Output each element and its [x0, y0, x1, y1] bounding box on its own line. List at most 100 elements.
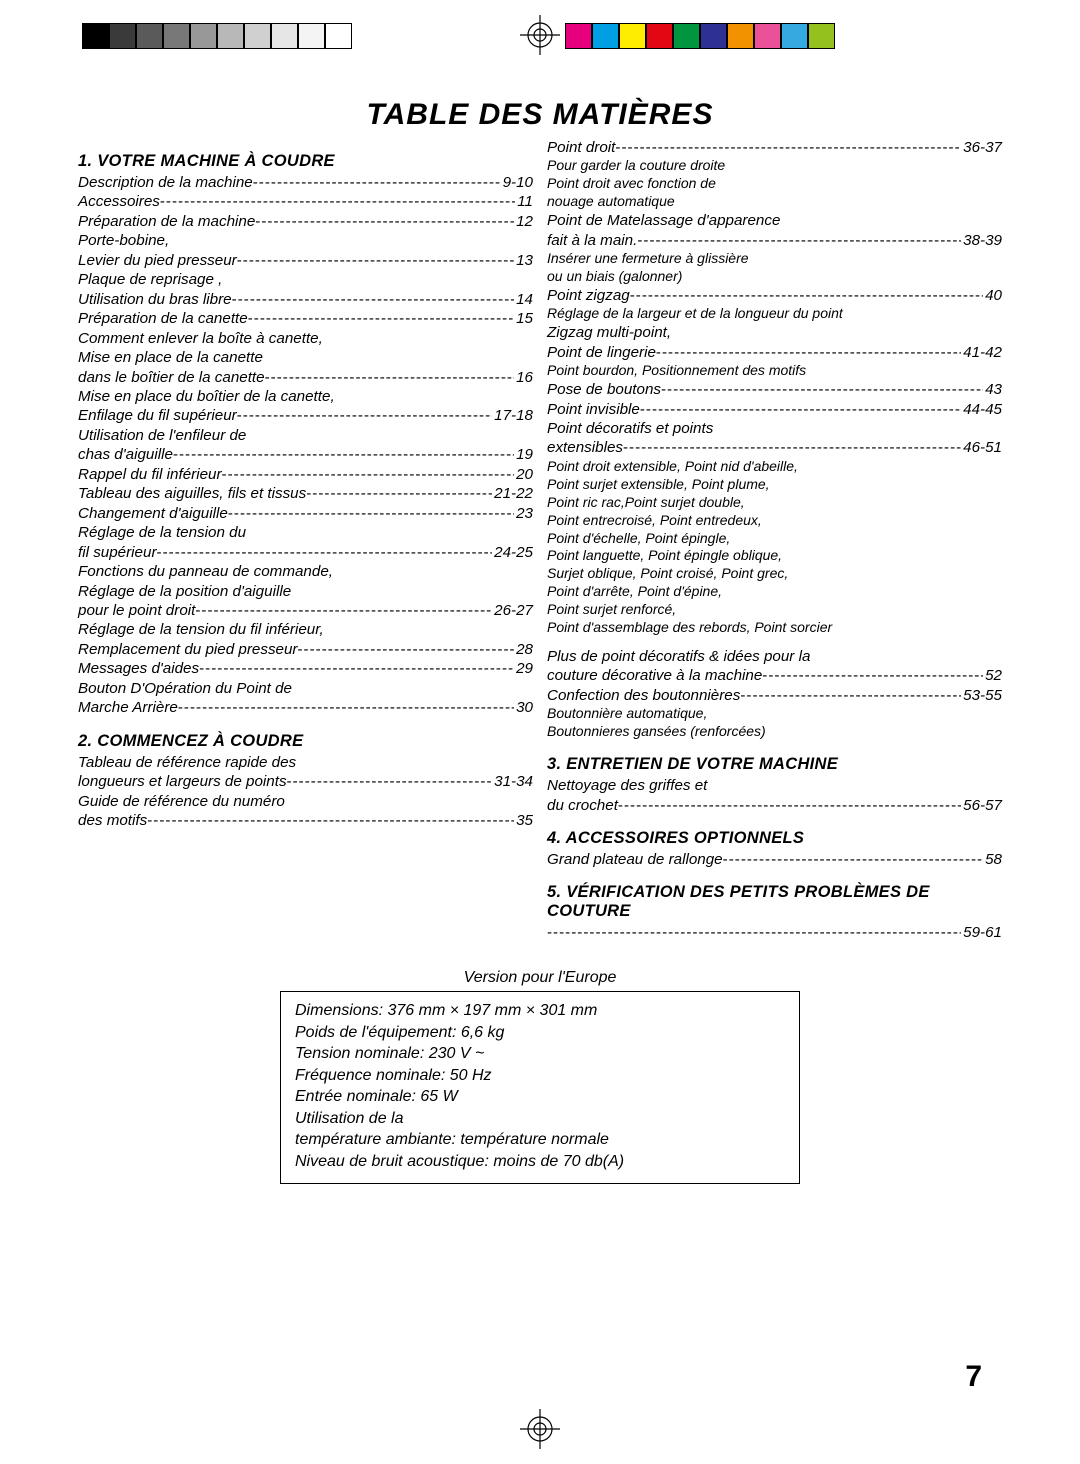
- toc-entry: Nettoyage des griffes et: [547, 776, 1002, 795]
- toc-entry: fil supérieur---------------------------…: [78, 543, 533, 562]
- swatch: [136, 23, 163, 49]
- toc-entry: Mise en place de la canette: [78, 348, 533, 367]
- toc-note: Réglage de la largeur et de la longueur …: [547, 305, 1002, 323]
- toc-entry: Accessoires-----------------------------…: [78, 192, 533, 211]
- section-heading: 3. ENTRETIEN DE VOTRE MACHINE: [547, 755, 1002, 774]
- toc-entry: du crochet------------------------------…: [547, 796, 1002, 815]
- spec-line: Dimensions: 376 mm × 197 mm × 301 mm: [295, 1000, 785, 1022]
- swatch: [217, 23, 244, 49]
- toc-entry: Point décoratifs et points: [547, 419, 1002, 438]
- toc-entry: Changement d'aiguille-------------------…: [78, 504, 533, 523]
- swatch: [619, 23, 646, 49]
- toc-entry: Pose de boutons-------------------------…: [547, 380, 1002, 399]
- swatch: [727, 23, 754, 49]
- toc-note: Point droit extensible, Point nid d'abei…: [547, 458, 1002, 637]
- swatch: [700, 23, 727, 49]
- toc-entry: Bouton D'Opération du Point de: [78, 679, 533, 698]
- swatch: [646, 23, 673, 49]
- toc-entry: Réglage de la tension du: [78, 523, 533, 542]
- toc-entry: Plaque de reprisage ,: [78, 270, 533, 289]
- swatch: [565, 23, 592, 49]
- section-heading: 1. VOTRE MACHINE À COUDRE: [78, 152, 533, 171]
- swatch: [325, 23, 352, 49]
- toc-note: Boutonnière automatique,Boutonnieres gan…: [547, 705, 1002, 741]
- swatch: [163, 23, 190, 49]
- toc-entry: fait à la main.-------------------------…: [547, 231, 1002, 250]
- spec-line: Tension nominale: 230 V ~: [295, 1043, 785, 1065]
- toc-entry: couture décorative à la machine---------…: [547, 666, 1002, 685]
- registration-mark-bottom: [520, 1409, 560, 1454]
- toc-note: Pour garder la couture droitePoint droit…: [547, 157, 1002, 211]
- page-title: TABLE DES MATIÈRES: [78, 98, 1002, 132]
- toc-entry: Marche Arrière--------------------------…: [78, 698, 533, 717]
- toc-entry: Préparation de la machine---------------…: [78, 212, 533, 231]
- spec-line: Utilisation de la: [295, 1108, 785, 1130]
- toc-entry: dans le boîtier de la canette-----------…: [78, 368, 533, 387]
- swatch: [673, 23, 700, 49]
- toc-entry: Guide de référence du numéro: [78, 792, 533, 811]
- spec-line: Entrée nominale: 65 W: [295, 1086, 785, 1108]
- toc-entry: Comment enlever la boîte à canette,: [78, 329, 533, 348]
- page-number: 7: [965, 1360, 982, 1394]
- toc-entry: Utilisation de l'enfileur de: [78, 426, 533, 445]
- toc-entry: Point de Matelassage d'apparence: [547, 211, 1002, 230]
- print-marks: [0, 0, 1080, 60]
- toc-entry: Description de la machine---------------…: [78, 173, 533, 192]
- toc-entry: Grand plateau de rallonge---------------…: [547, 850, 1002, 869]
- toc-entry: Utilisation du bras libre---------------…: [78, 290, 533, 309]
- toc-entry: chas d'aiguille-------------------------…: [78, 445, 533, 464]
- toc-entry: Rappel du fil inférieur-----------------…: [78, 465, 533, 484]
- toc-entry: Confection des boutonnières-------------…: [547, 686, 1002, 705]
- toc-entry: Point zigzag----------------------------…: [547, 286, 1002, 305]
- swatch: [808, 23, 835, 49]
- spec-line: Fréquence nominale: 50 Hz: [295, 1065, 785, 1087]
- toc-entry: Réglage de la position d'aiguille: [78, 582, 533, 601]
- toc-entry: Tableau des aiguilles, fils et tissus---…: [78, 484, 533, 503]
- toc-entry: Porte-bobine,: [78, 231, 533, 250]
- toc-right-column: Point droit-----------------------------…: [547, 138, 1002, 943]
- toc-note: Point bourdon, Positionnement des motifs: [547, 362, 1002, 380]
- swatch: [754, 23, 781, 49]
- version-label: Version pour l'Europe: [78, 969, 1002, 987]
- toc-entry: Fonctions du panneau de commande,: [78, 562, 533, 581]
- toc-entry: Préparation de la canette---------------…: [78, 309, 533, 328]
- swatch: [190, 23, 217, 49]
- toc-entry: Point invisible-------------------------…: [547, 400, 1002, 419]
- swatch: [82, 23, 109, 49]
- toc-entry: Plus de point décoratifs & idées pour la: [547, 647, 1002, 666]
- spec-box: Dimensions: 376 mm × 197 mm × 301 mmPoid…: [280, 991, 800, 1184]
- toc-entry: Enfilage du fil supérieur---------------…: [78, 406, 533, 425]
- registration-mark-top: [520, 15, 560, 55]
- page-content: TABLE DES MATIÈRES 1. VOTRE MACHINE À CO…: [78, 70, 1002, 1404]
- section-heading: 5. VÉRIFICATION DES PETITS PROBLÈMES DE …: [547, 883, 1002, 921]
- spec-line: Niveau de bruit acoustique: moins de 70 …: [295, 1151, 785, 1173]
- swatch: [592, 23, 619, 49]
- toc-entry: ----------------------------------------…: [547, 923, 1002, 942]
- spec-line: Poids de l'équipement: 6,6 kg: [295, 1022, 785, 1044]
- toc-entry: extensibles-----------------------------…: [547, 438, 1002, 457]
- swatch: [781, 23, 808, 49]
- swatch: [244, 23, 271, 49]
- toc-entry: Point droit-----------------------------…: [547, 138, 1002, 157]
- toc-entry: pour le point droit---------------------…: [78, 601, 533, 620]
- toc-note: Insérer une fermeture à glissièreou un b…: [547, 250, 1002, 286]
- toc-entry: longueurs et largeurs de points---------…: [78, 772, 533, 791]
- toc-entry: Tableau de référence rapide des: [78, 753, 533, 772]
- toc-entry: Mise en place du boîtier de la canette,: [78, 387, 533, 406]
- section-heading: 2. COMMENCEZ À COUDRE: [78, 732, 533, 751]
- spec-line: température ambiante: température normal…: [295, 1129, 785, 1151]
- section-heading: 4. ACCESSOIRES OPTIONNELS: [547, 829, 1002, 848]
- toc-entry: Messages d'aides------------------------…: [78, 659, 533, 678]
- toc-entry: Levier du pied presseur-----------------…: [78, 251, 533, 270]
- color-bar: [565, 23, 835, 49]
- toc-entry: Zigzag multi-point,: [547, 323, 1002, 342]
- toc-entry: Remplacement du pied presseur-----------…: [78, 640, 533, 659]
- toc-entry: Réglage de la tension du fil inférieur,: [78, 620, 533, 639]
- toc-entry: des motifs------------------------------…: [78, 811, 533, 830]
- toc-left-column: 1. VOTRE MACHINE À COUDRE Description de …: [78, 138, 533, 943]
- grayscale-bar: [82, 23, 352, 49]
- swatch: [298, 23, 325, 49]
- swatch: [109, 23, 136, 49]
- toc-entry: Point de lingerie-----------------------…: [547, 343, 1002, 362]
- swatch: [271, 23, 298, 49]
